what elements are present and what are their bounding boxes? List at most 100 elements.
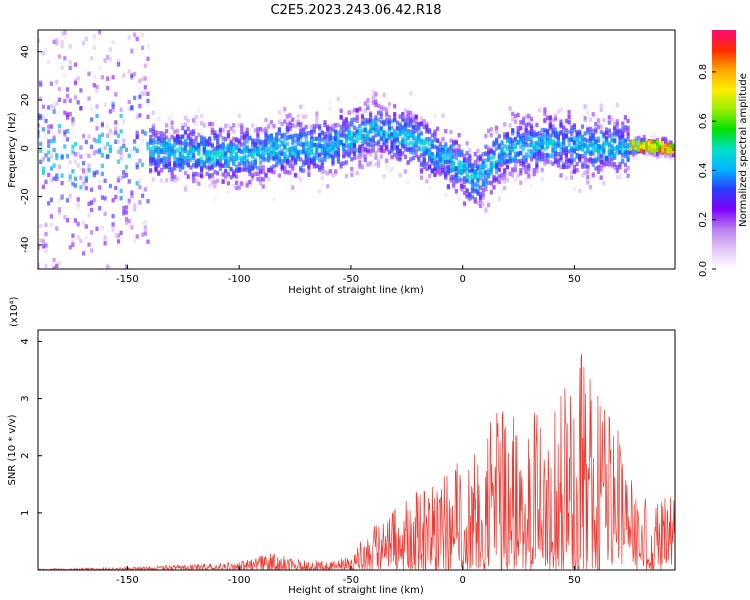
spectrogram-cell	[478, 176, 483, 181]
spectrogram-cell	[374, 115, 378, 120]
spectrogram-cell	[444, 192, 448, 197]
spectrogram-cell	[578, 157, 582, 162]
spectrogram-cell	[430, 161, 434, 166]
spectrogram-cell	[610, 146, 614, 151]
spectrogram-cell	[229, 157, 233, 163]
spectrogram-cell	[639, 148, 644, 153]
spectrogram-cell	[669, 140, 673, 145]
spectrogram-cell	[631, 144, 635, 149]
spectrogram-cell	[141, 45, 145, 50]
spectrogram-cell	[84, 224, 88, 229]
spectrogram-cell	[457, 175, 461, 181]
spectrogram-cell	[631, 156, 635, 161]
spectrogram-cell	[554, 127, 558, 132]
x-tick-label: 50	[568, 274, 581, 285]
spectrogram-cell	[352, 155, 357, 160]
spectrogram-cell	[226, 181, 230, 186]
spectrogram-cell	[65, 154, 70, 159]
spectrogram-cell	[551, 154, 555, 159]
spectrogram-cell	[114, 233, 118, 238]
spectrogram-cell	[548, 137, 552, 142]
spectrogram-cell	[208, 136, 212, 141]
spectrogram-cell	[192, 143, 196, 148]
spectrogram-cell	[419, 122, 424, 127]
spectrogram-cell	[175, 139, 180, 144]
spectrogram-cell	[312, 164, 316, 169]
spectrogram-cell	[253, 138, 257, 144]
spectrogram-cell	[232, 184, 236, 189]
spectrogram-cell	[588, 132, 593, 138]
spectrogram-cell	[210, 144, 214, 149]
spectrogram-cell	[63, 34, 67, 39]
spectrogram-cell	[261, 145, 265, 150]
spectrogram-cell	[500, 148, 504, 153]
spectrogram-cell	[57, 164, 62, 169]
spectrogram-cell	[60, 65, 64, 70]
spectrogram-cell	[320, 148, 324, 153]
spectrogram-cell	[331, 136, 335, 141]
spectrogram-cell	[478, 170, 483, 176]
spectrogram-cell	[613, 151, 617, 156]
spectrogram-cell	[409, 146, 413, 151]
spectrogram-cell	[452, 139, 456, 144]
spectrogram-cell	[495, 129, 499, 134]
spectrogram-cell	[548, 160, 552, 165]
spectrogram-cell	[360, 164, 365, 169]
spectrogram-cell	[143, 187, 147, 192]
spectrogram-cell	[272, 149, 276, 154]
spectrogram-cell	[379, 148, 383, 153]
spectrogram-cell	[272, 151, 276, 156]
spectrogram-cell	[374, 155, 378, 160]
spectrogram-cell	[331, 123, 335, 129]
spectrogram-cell	[446, 170, 450, 175]
x-tick-label: 0	[459, 274, 465, 285]
spectrogram-cell	[116, 239, 121, 244]
spectrogram-cell	[151, 141, 155, 146]
spectrogram-cell	[224, 123, 228, 128]
spectrogram-cell	[326, 133, 330, 138]
spectrogram-cell	[344, 149, 348, 154]
spectrogram-cell	[119, 107, 123, 112]
spectrogram-cell	[114, 185, 118, 191]
spectrogram-cell	[100, 171, 104, 177]
spectrogram-cell	[103, 145, 107, 151]
spectrogram-cell	[417, 132, 421, 137]
spectrogram-cell	[261, 128, 265, 133]
spectrogram-cell	[79, 166, 83, 172]
spectrogram-cell	[242, 135, 247, 140]
y-tick-label: 3	[20, 395, 31, 401]
spectrogram-cell	[192, 129, 196, 134]
spectrogram-cell	[208, 121, 212, 127]
spectrogram-cell	[124, 173, 129, 178]
spectrogram-cell	[452, 154, 456, 159]
spectrogram-cell	[127, 153, 131, 158]
spectrogram-cell	[371, 118, 375, 123]
spectrogram-cell	[108, 145, 112, 150]
spectrogram-cell	[438, 153, 442, 159]
spectrogram-cell	[621, 153, 625, 158]
spectrogram-cell	[543, 157, 547, 162]
spectrogram-cell	[666, 147, 670, 152]
spectrogram-cell	[213, 130, 217, 135]
spectrogram-cell	[87, 71, 91, 76]
spectrogram-cell	[183, 170, 188, 176]
spectrogram-cell	[538, 138, 542, 143]
spectrogram-cell	[178, 137, 182, 142]
spectrogram-cell	[449, 144, 453, 149]
spectrogram-cell	[119, 156, 123, 161]
spectrogram-cell	[213, 136, 217, 141]
spectrogram-cell	[304, 114, 308, 119]
spectrogram-cell	[411, 147, 416, 152]
spectrogram-cell	[264, 150, 268, 155]
spectrogram-cell	[267, 140, 271, 145]
spectrogram-cell	[473, 163, 477, 168]
spectrogram-cell	[414, 153, 418, 158]
spectrogram-cell	[92, 170, 96, 176]
spectrogram-cell	[315, 155, 319, 161]
spectrogram-cell	[444, 170, 448, 175]
spectrogram-cell	[232, 136, 236, 142]
spectrogram-cell	[497, 174, 501, 179]
spectrogram-cell	[503, 172, 507, 177]
spectrogram-cell	[173, 166, 177, 171]
